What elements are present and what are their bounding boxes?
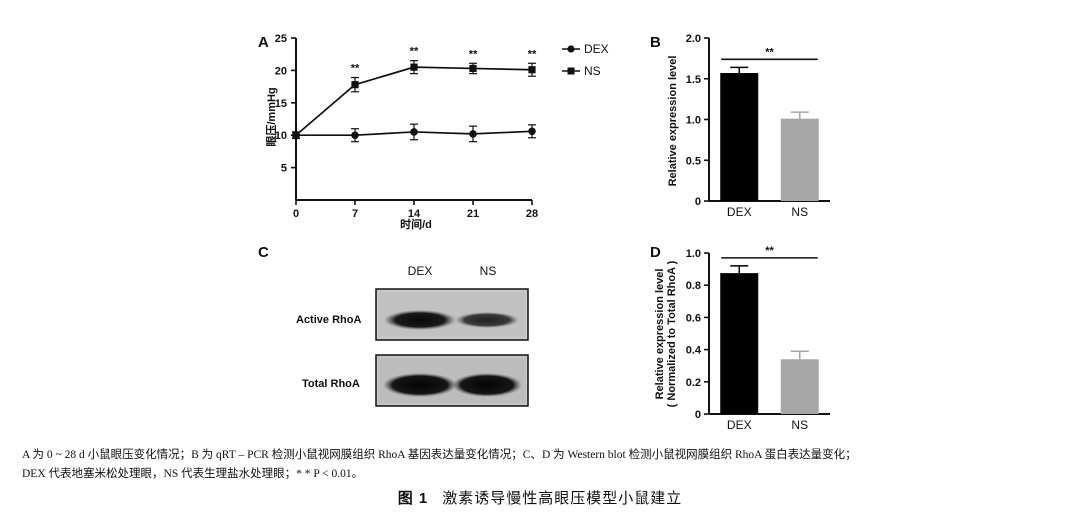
figure-title: 图 1 激素诱导慢性高眼压模型小鼠建立: [0, 487, 1080, 508]
panel-a-x-axis-title: 时间/d: [400, 217, 432, 231]
panel-a-y-axis-title: 眼压/mmHg: [264, 87, 278, 146]
panel-b-plot: 0 0.5 1.0 1.5 2.0 DEX NS **: [686, 33, 830, 219]
panel-b-letter: B: [650, 34, 661, 51]
panel-c-letter: C: [258, 244, 269, 261]
series-dex-point: [410, 128, 418, 136]
panel-a-legend: DEX NS: [562, 42, 609, 78]
figure: A 5 10 15 20 25 0 7 14 21 28 ** ** ** ** 时间/d 眼压/mmH…: [258, 33, 830, 432]
panel-a-x-tick-label: 14: [408, 208, 421, 220]
series-ns-point: [469, 64, 477, 73]
panel-a-x-tick-label: 7: [352, 208, 358, 220]
series-ns-point: [528, 66, 536, 74]
panel-a-y-tick-label: 10: [275, 130, 287, 142]
panel-b-y-tick-label: 1.0: [686, 115, 701, 127]
blot-row-total-rhoa: Total RhoA: [302, 378, 360, 390]
panel-b-significance-mark: **: [765, 46, 774, 58]
panel-d-y-axis-title: Relative expression level: [654, 269, 666, 400]
panel-a-y-tick-label: 5: [281, 163, 287, 175]
panel-d-y-tick-label: 0.6: [686, 312, 701, 324]
panel-a-x-tick-label: 28: [526, 208, 538, 220]
series-ns-point: [292, 131, 300, 139]
panel-d-bar-ns: [780, 359, 819, 414]
legend-dex-marker: [567, 45, 575, 53]
legend-ns-marker: [567, 67, 575, 75]
series-dex-point: [469, 130, 477, 138]
panel-a-y-tick-label: 20: [275, 65, 287, 77]
panel-d-y-tick-label: 1.0: [686, 248, 701, 260]
panel-d-letter: D: [650, 244, 661, 261]
panel-a-significance-mark: **: [351, 63, 360, 75]
panel-a-significance-mark: **: [469, 48, 478, 60]
panel-b-y-tick-label: 1.5: [686, 74, 701, 86]
panel-b-category-label: NS: [791, 205, 808, 219]
panel-b-y-tick-label: 0: [695, 196, 701, 208]
blot-active-rhoa-panel: [375, 288, 529, 341]
panel-d-category-label: NS: [791, 418, 808, 432]
panel-d-category-label: DEX: [727, 418, 752, 432]
figure-title-text: 激素诱导慢性高眼压模型小鼠建立: [442, 491, 683, 507]
figure-label: 图 1: [397, 490, 429, 507]
panel-a-ticks: 5 10 15 20 25 0 7 14 21 28: [275, 33, 538, 220]
panel-a-letter: A: [258, 34, 269, 51]
panel-a-y-tick-label: 25: [275, 33, 287, 45]
panel-d-y-tick-label: 0.4: [686, 345, 702, 357]
legend-ns-label: NS: [584, 64, 601, 78]
panel-d-y-axis-subtitle: ( Normalized to Total RhoA ): [666, 260, 678, 407]
panel-b-bar-chart: B 0 0.5 1.0 1.5 2.0 DEX NS ** Relative expressi…: [650, 33, 830, 219]
blot-row-active-rhoa: Active RhoA: [296, 314, 361, 326]
panel-b-category-label: DEX: [727, 205, 752, 219]
panel-b-bar-dex: [720, 73, 759, 201]
panel-a-significance: ** ** ** **: [351, 46, 537, 75]
panel-c-western-blot: C DEX NS Active RhoA Total RhoA: [258, 244, 529, 407]
panel-a-x-tick-label: 21: [467, 208, 479, 220]
panel-d-y-tick-label: 0.2: [686, 377, 701, 389]
panel-d-y-tick-label: 0.8: [686, 280, 701, 292]
legend-dex-label: DEX: [584, 42, 609, 56]
caption-line-1: A 为 0 ~ 28 d 小鼠眼压变化情况；B 为 qRT – PCR 检测小鼠…: [22, 449, 857, 461]
panel-d-plot: 0 0.2 0.4 0.6 0.8 1.0 DEX NS **: [686, 245, 830, 432]
blot-band-active-ns: [455, 312, 519, 328]
blot-column-ns: NS: [480, 264, 497, 278]
panel-a-x-tick-label: 0: [293, 208, 299, 220]
panel-b-y-tick-label: 2.0: [686, 33, 701, 45]
panel-d-bar-dex: [720, 273, 759, 414]
blot-band-total-dex: [383, 373, 457, 397]
panel-a-significance-mark: **: [410, 46, 419, 58]
panel-b-bar-ns: [780, 118, 819, 201]
panel-d-significance-mark: **: [765, 245, 774, 257]
caption-line-2: DEX 代表地塞米松处理眼，NS 代表生理盐水处理眼；* * P < 0.01。: [22, 468, 364, 480]
blot-total-rhoa-panel: [375, 354, 529, 407]
series-ns-point: [351, 81, 359, 89]
blot-band-total-ns: [452, 373, 522, 397]
panel-b-y-axis-title: Relative expression level: [667, 56, 679, 187]
blot-band-active-dex: [384, 310, 456, 330]
panel-d-y-tick-label: 0: [695, 409, 701, 421]
blot-column-dex: DEX: [408, 264, 433, 278]
panel-a-significance-mark: **: [528, 48, 537, 60]
panel-b-y-tick-label: 0.5: [686, 155, 701, 167]
series-dex-point: [351, 131, 359, 139]
panel-d-bar-chart: D 0 0.2 0.4 0.6 0.8 1.0 DEX NS ** Relative expre…: [650, 244, 830, 432]
panel-a-line-chart: A 5 10 15 20 25 0 7 14 21 28 ** ** ** ** 时间/d 眼压/mmH…: [258, 33, 609, 231]
series-ns-point: [410, 63, 418, 71]
panel-a-series: [292, 60, 536, 143]
series-dex-point: [528, 127, 536, 136]
panel-a-y-tick-label: 15: [275, 98, 287, 110]
